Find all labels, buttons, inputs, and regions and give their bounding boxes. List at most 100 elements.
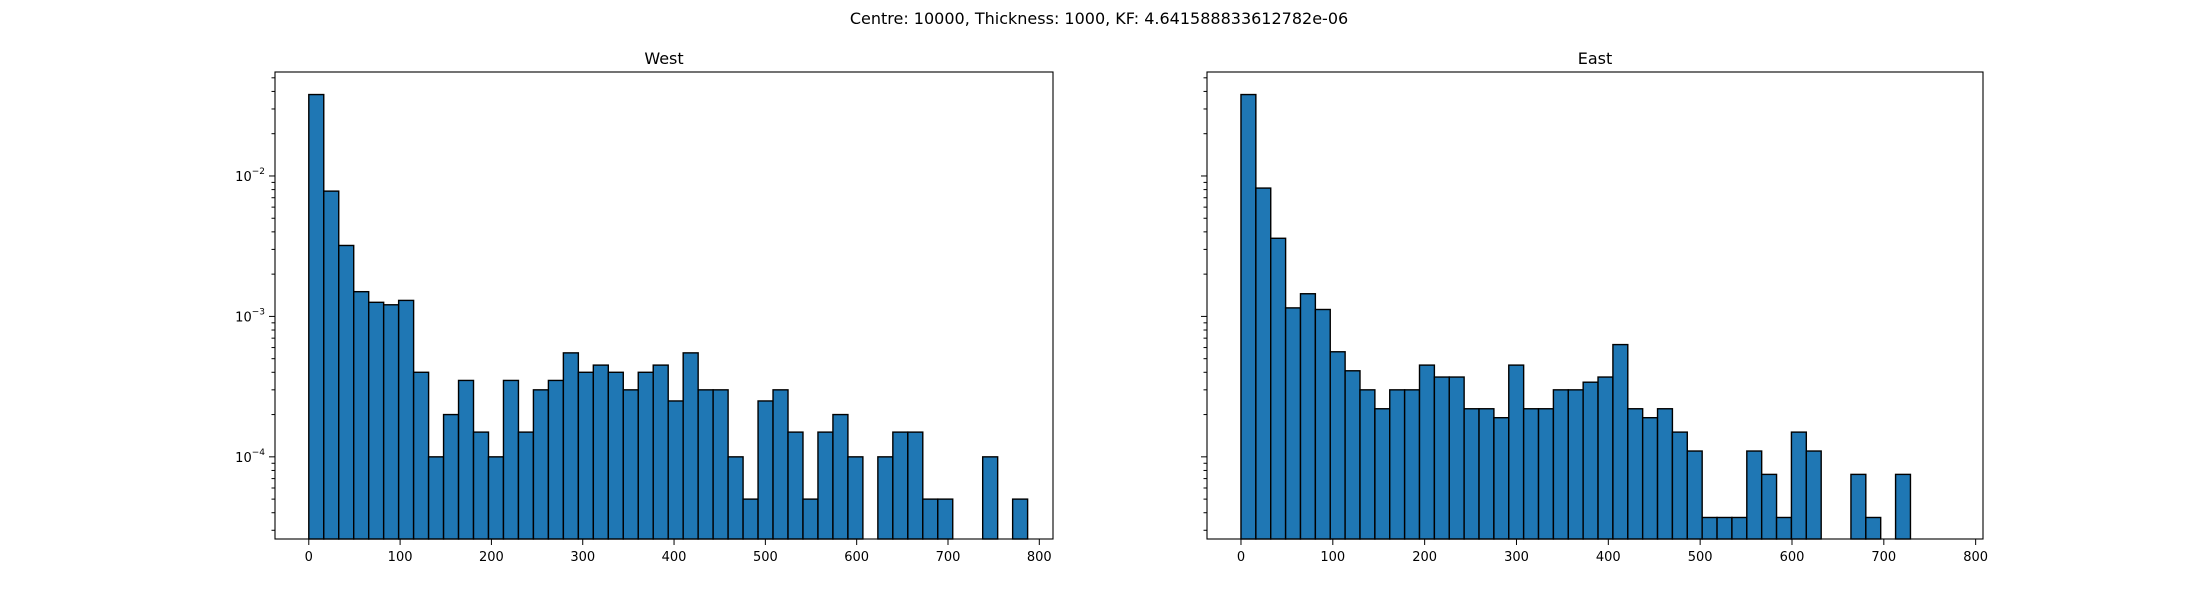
east-bar-19: [1522, 408, 1540, 540]
west-ytick-label-2: 10−2: [235, 167, 265, 185]
west-bar-14: [517, 431, 535, 540]
west-bar-20: [607, 371, 624, 540]
west-bar-30: [757, 400, 774, 540]
west-bar-8: [427, 456, 445, 540]
east-bar-10: [1389, 389, 1406, 540]
east-bar-38: [1805, 450, 1822, 540]
west-xtick-label-3: 300: [570, 550, 595, 565]
west-bars: [308, 93, 1029, 540]
west-bar-21: [622, 389, 639, 540]
east-bar-17: [1493, 416, 1510, 540]
west-x-axis: 0 100 200 300 400 500 600 700 800: [305, 539, 1052, 565]
west-ytick-label-0: 10−4: [235, 448, 265, 466]
east-xtick-label-3: 300: [1504, 550, 1529, 565]
west-bar-40: [907, 431, 924, 540]
east-bar-24: [1597, 376, 1614, 540]
west-title: West: [644, 49, 683, 68]
west-bar-10: [457, 379, 475, 540]
west-bar-22: [637, 371, 654, 540]
east-bar-3: [1284, 307, 1302, 540]
east-bar-25: [1612, 343, 1629, 540]
east-bars: [1240, 93, 1912, 540]
west-bar-31: [772, 389, 789, 540]
east-bar-28: [1656, 408, 1674, 540]
west-bar-0: [308, 93, 325, 540]
east-bar-11: [1403, 389, 1421, 540]
west-bar-36: [847, 456, 864, 540]
east-bar-9: [1374, 408, 1391, 540]
east-bar-34: [1746, 450, 1763, 540]
east-bar-44: [1894, 473, 1912, 540]
west-bar-42: [937, 498, 954, 540]
west-bar-23: [652, 364, 669, 540]
east-bar-27: [1641, 416, 1659, 540]
east-bar-29: [1671, 431, 1688, 540]
east-bar-20: [1537, 408, 1555, 540]
east-x-axis: 0 100 200 300 400 500 600 700 800: [1237, 539, 1988, 565]
east-bar-42: [1865, 516, 1882, 540]
east-bar-35: [1760, 473, 1778, 540]
east-bar-30: [1686, 450, 1703, 540]
west-xtick-label-4: 400: [662, 550, 687, 565]
west-bar-11: [472, 431, 490, 540]
east-bar-1: [1255, 187, 1272, 540]
east-bar-12: [1418, 364, 1436, 540]
west-bar-38: [877, 456, 894, 540]
west-bar-6: [397, 299, 415, 540]
east-xtick-label-7: 700: [1871, 550, 1896, 565]
west-bar-27: [712, 389, 729, 540]
west-bar-26: [697, 389, 714, 540]
east-xtick-label-5: 500: [1688, 550, 1713, 565]
west-bar-35: [832, 413, 849, 540]
west-xtick-label-2: 200: [479, 550, 504, 565]
west-bar-18: [577, 371, 595, 540]
east-y-axis: [1201, 77, 1207, 531]
figure-suptitle: Centre: 10000, Thickness: 1000, KF: 4.64…: [850, 9, 1348, 28]
east-xtick-label-0: 0: [1237, 550, 1245, 565]
west-y-axis: 10−4 10−3 10−2: [235, 77, 275, 531]
west-xtick-label-0: 0: [305, 550, 313, 565]
west-bar-24: [667, 400, 684, 540]
east-bar-32: [1716, 516, 1733, 540]
east-bar-26: [1627, 408, 1644, 540]
east-bar-41: [1850, 473, 1867, 540]
east-bar-13: [1433, 376, 1450, 540]
east-bar-36: [1775, 516, 1793, 540]
east-bar-5: [1314, 308, 1331, 540]
east-bar-22: [1567, 389, 1584, 540]
east-bar-15: [1463, 408, 1480, 540]
west-bar-3: [353, 290, 370, 540]
west-bar-47: [1011, 498, 1029, 540]
east-bar-4: [1299, 293, 1317, 540]
west-bar-33: [802, 498, 819, 540]
west-bar-12: [487, 456, 505, 540]
west-xtick-label-6: 600: [844, 550, 869, 565]
east-xtick-label-6: 600: [1780, 550, 1805, 565]
west-xtick-label-1: 100: [388, 550, 413, 565]
west-bar-45: [981, 456, 999, 540]
west-bar-34: [817, 431, 834, 540]
west-bar-41: [922, 498, 939, 540]
west-xtick-label-8: 800: [1027, 550, 1052, 565]
west-bar-28: [727, 456, 744, 540]
east-bar-18: [1508, 364, 1525, 540]
west-bar-16: [547, 379, 565, 540]
west-bar-7: [412, 371, 430, 540]
west-xtick-label-5: 500: [753, 550, 778, 565]
east-bar-0: [1240, 93, 1257, 540]
east-xtick-label-8: 800: [1963, 550, 1988, 565]
east-bar-37: [1790, 431, 1808, 540]
east-bar-23: [1582, 381, 1599, 540]
east-bar-31: [1701, 516, 1718, 540]
east-xtick-label-1: 100: [1320, 550, 1345, 565]
west-bar-19: [592, 364, 609, 540]
east-histogram-panel: East 0 100 200 300 400 500 600 700 800: [1201, 49, 1988, 565]
east-bar-14: [1448, 376, 1465, 540]
west-bar-13: [502, 379, 520, 540]
east-xtick-label-4: 400: [1596, 550, 1621, 565]
west-bar-39: [892, 431, 909, 540]
east-title: East: [1578, 49, 1613, 68]
west-bar-1: [323, 190, 340, 540]
west-bar-9: [442, 413, 460, 540]
east-bar-21: [1552, 389, 1569, 540]
